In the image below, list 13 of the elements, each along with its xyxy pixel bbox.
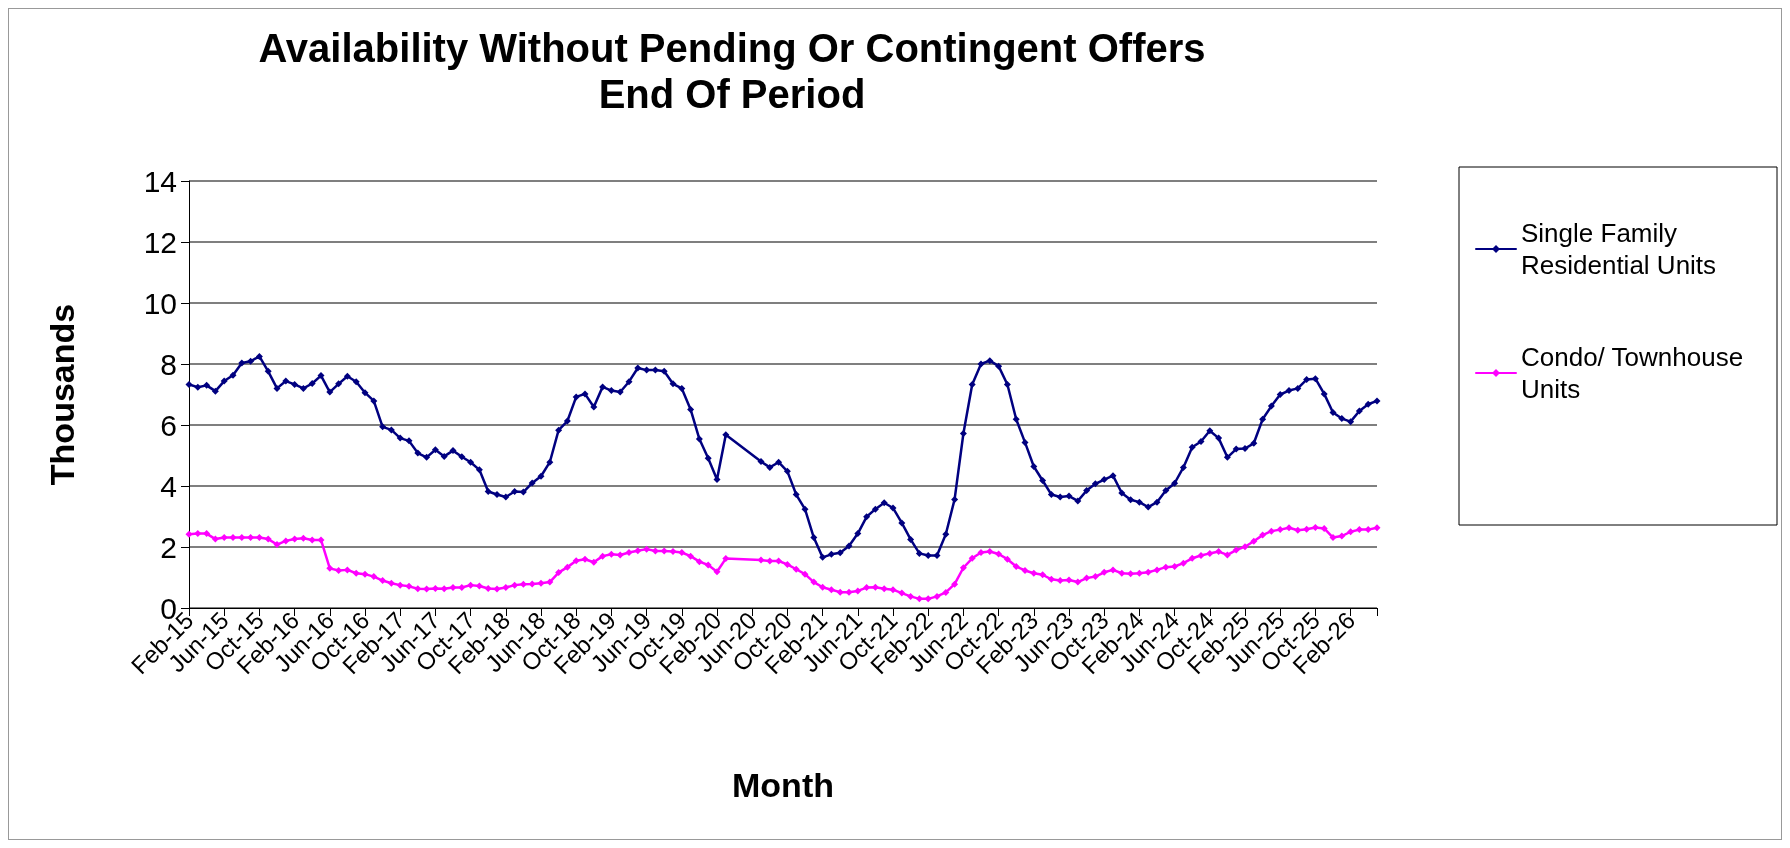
y-tick-label: 12 xyxy=(143,225,177,259)
x-axis-title: Month xyxy=(732,766,834,804)
y-tick-label: 14 xyxy=(143,164,177,198)
chart-title: Availability Without Pending Or Contingent Offers xyxy=(258,26,1206,70)
y-tick-label: 4 xyxy=(160,469,177,503)
y-tick-label: 2 xyxy=(160,530,177,564)
legend-label: Single Family Residential Units xyxy=(1521,218,1717,280)
legend-label: Condo/ Townhouse Units xyxy=(1521,342,1751,404)
y-tick-label: 8 xyxy=(160,347,177,381)
y-tick-label: 6 xyxy=(160,408,177,442)
y-tick-label: 10 xyxy=(143,286,177,320)
y-axis-title: Thousands xyxy=(43,303,81,486)
chart-subtitle: End Of Period xyxy=(598,72,866,116)
